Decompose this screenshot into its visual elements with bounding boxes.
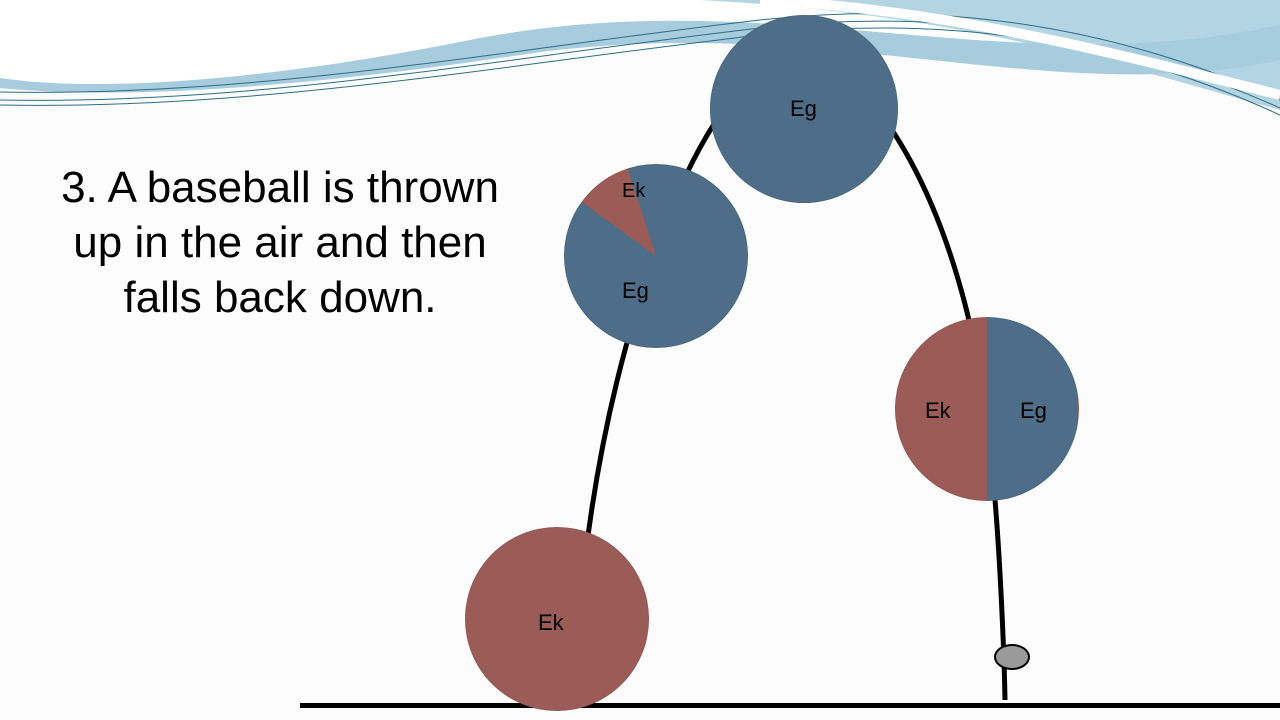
pie-top-label-eg: Eg — [790, 96, 817, 122]
problem-text: 3. A baseball is thrown up in the air an… — [50, 160, 510, 325]
pie-mid-right-label-ek: Ek — [925, 398, 951, 424]
pie-mid-left-label-ek: Ek — [622, 180, 645, 203]
slide-stage: 3. A baseball is thrown up in the air an… — [0, 0, 1280, 720]
pie-mid-left-label-eg: Eg — [622, 278, 649, 304]
pie-mid-right — [895, 317, 1079, 501]
ground-line — [300, 703, 1280, 708]
pie-bottom-left-label-ek: Ek — [538, 610, 564, 636]
pie-mid-right-label-eg: Eg — [1020, 398, 1047, 424]
pie-mid-left — [564, 164, 748, 348]
ball-marker — [994, 644, 1030, 670]
